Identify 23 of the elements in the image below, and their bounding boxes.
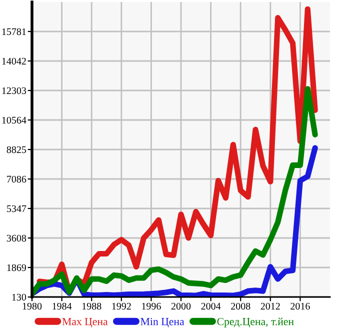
x-tick-label: 1984 — [52, 302, 72, 310]
y-tick-label: 10564 — [2, 116, 26, 124]
legend-label: Min Цена — [140, 318, 184, 328]
y-tick-label: 7086 — [7, 176, 26, 183]
y-tick-label: 8825 — [6, 146, 26, 154]
y-tick-label: 3608 — [6, 234, 26, 242]
legend-label: Max Цена — [62, 318, 108, 328]
x-tick-label: 1988 — [82, 302, 102, 310]
y-tick-label: 5347 — [7, 205, 26, 212]
y-tick-label: 1869 — [7, 264, 26, 272]
y-tick-label: 12303 — [2, 87, 26, 94]
legend-label: Сред.Цена, т.йен — [217, 318, 294, 328]
x-tick-label: 2012 — [260, 302, 280, 310]
x-tick-label: 1980 — [22, 302, 42, 310]
x-tick-label: 1992 — [112, 302, 131, 310]
x-tick-label: 2008 — [231, 302, 250, 310]
x-tick-label: 2000 — [171, 302, 191, 310]
y-tick-label: 14042 — [2, 58, 26, 65]
y-tick-label: 15781 — [2, 28, 26, 36]
x-tick-label: 2004 — [201, 302, 221, 310]
x-tick-label: 1996 — [142, 302, 161, 310]
x-tick-label: 2016 — [290, 302, 310, 310]
y-tick-label: 130 — [12, 294, 26, 301]
